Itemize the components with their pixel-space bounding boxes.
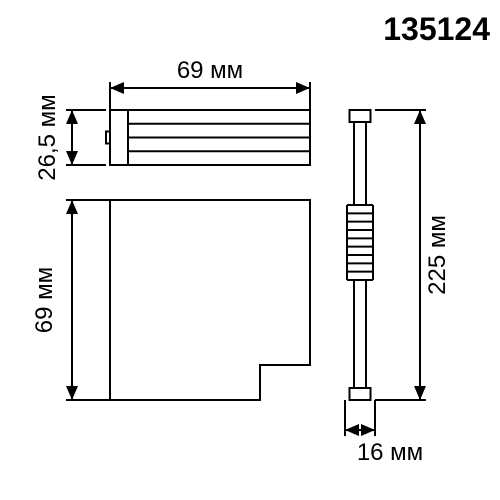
rod-upper — [354, 122, 366, 205]
product-code: 135124 — [383, 11, 490, 47]
arrowhead — [296, 82, 310, 94]
arrowhead — [414, 110, 426, 124]
rod-cap-top — [350, 110, 371, 122]
arrowhead — [110, 82, 124, 94]
arrowhead — [66, 151, 78, 165]
arrowhead — [66, 386, 78, 400]
dim-top-width: 69 мм — [177, 57, 243, 84]
dim-rod-width: 16 мм — [357, 439, 423, 466]
rod-lower — [354, 280, 366, 388]
dim-rod-height: 225 мм — [424, 215, 451, 295]
dim-tall-height: 69 мм — [31, 267, 58, 333]
arrowhead — [66, 200, 78, 214]
arrowhead — [361, 424, 375, 436]
arrowhead — [345, 424, 359, 436]
rod-cap-bottom — [350, 388, 371, 400]
left-notch — [106, 132, 110, 144]
technical-drawing: 135124 69 мм 26,5 мм 69 мм 225 мм 16 мм — [0, 0, 500, 500]
arrowhead — [66, 110, 78, 124]
dim-short-height: 26,5 мм — [34, 94, 61, 180]
arrowhead — [414, 386, 426, 400]
tall-block-outline — [110, 200, 310, 400]
